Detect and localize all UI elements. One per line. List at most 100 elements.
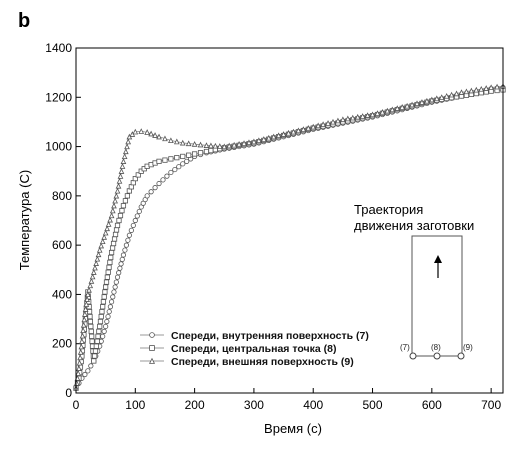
data-point	[95, 333, 101, 339]
data-point	[116, 270, 122, 276]
data-point	[100, 333, 106, 339]
data-point	[101, 234, 108, 240]
legend-label: Спереди, внешняя поверхность (9)	[171, 356, 354, 368]
data-point	[494, 83, 500, 90]
data-point	[77, 348, 84, 355]
tick-marks	[75, 47, 492, 394]
data-point	[369, 111, 376, 118]
data-point	[117, 212, 124, 219]
y-axis-label: Температура (С)	[17, 170, 32, 270]
data-point	[265, 134, 272, 141]
data-point	[89, 333, 95, 339]
data-point	[483, 85, 490, 91]
data-point	[104, 318, 110, 325]
x-axis-label: Время (с)	[264, 421, 322, 436]
data-point	[122, 198, 129, 204]
data-point	[354, 113, 361, 120]
data-point	[168, 156, 174, 162]
data-point	[77, 354, 83, 361]
data-point	[76, 359, 83, 366]
data-point	[173, 138, 180, 145]
data-point	[92, 353, 98, 359]
data-point	[116, 217, 122, 224]
data-point	[290, 128, 297, 135]
data-point	[99, 238, 106, 245]
data-point	[144, 129, 151, 135]
data-point	[100, 304, 106, 310]
series-layer	[73, 83, 506, 391]
data-point	[105, 221, 112, 227]
data-point	[113, 192, 120, 199]
data-point	[162, 157, 168, 163]
data-point	[488, 84, 494, 91]
data-point	[156, 180, 162, 187]
data-point	[256, 137, 262, 144]
data-point	[130, 222, 136, 229]
legend-item: Спереди, внутренняя поверхность (7)	[140, 330, 369, 342]
data-point	[192, 151, 198, 157]
inset-point-7	[409, 352, 417, 360]
data-point	[135, 172, 141, 178]
data-point	[128, 227, 134, 233]
data-point	[124, 143, 130, 150]
data-point	[300, 126, 307, 132]
data-point	[438, 94, 445, 100]
y-tick-labels: 0 200 400 600 800 1000 1200 1400	[45, 41, 72, 400]
x-tick-label: 100	[125, 398, 145, 412]
data-point	[374, 110, 381, 116]
data-point	[236, 141, 242, 147]
data-point	[241, 140, 247, 146]
data-point	[180, 161, 186, 167]
data-point	[359, 113, 366, 119]
data-point	[399, 104, 406, 110]
data-point	[226, 142, 233, 149]
data-point	[87, 318, 94, 325]
data-point	[88, 278, 95, 284]
data-point	[453, 90, 460, 97]
data-point	[107, 259, 113, 265]
data-point	[325, 120, 331, 126]
inset-point-9	[457, 352, 465, 360]
data-point	[120, 158, 127, 164]
data-point	[340, 116, 346, 123]
data-point	[82, 306, 89, 312]
inset-title-line2: движения заготовки	[354, 218, 474, 233]
data-point	[125, 237, 131, 243]
data-point	[101, 328, 107, 334]
data-point	[315, 122, 322, 129]
data-point	[93, 343, 99, 349]
data-point	[85, 368, 91, 374]
legend-label: Спереди, центральная точка (8)	[171, 343, 336, 355]
legend-item: Спереди, центральная точка (8)	[140, 343, 336, 355]
inset-label-7: (7)	[400, 343, 410, 352]
data-point	[111, 236, 118, 242]
data-point	[132, 217, 138, 224]
y-tick-label: 400	[52, 287, 72, 301]
data-point	[197, 150, 204, 156]
data-point	[78, 343, 85, 350]
x-tick-label: 500	[363, 398, 383, 412]
data-point	[120, 203, 127, 209]
data-point	[409, 101, 415, 108]
data-point	[208, 147, 214, 154]
data-point	[149, 345, 155, 351]
data-point	[156, 158, 162, 164]
x-tick-label: 300	[244, 398, 264, 412]
data-point	[85, 291, 91, 298]
data-point	[114, 222, 121, 229]
data-point	[231, 141, 237, 148]
data-point	[172, 166, 178, 173]
data-point	[117, 173, 124, 179]
y-tick-label: 1000	[45, 140, 72, 154]
data-point	[295, 127, 302, 134]
data-point	[179, 139, 186, 146]
data-point	[136, 208, 142, 215]
x-tick-label: 700	[481, 398, 501, 412]
data-point	[119, 208, 125, 214]
data-point	[275, 132, 282, 139]
data-point	[114, 187, 121, 194]
data-point	[117, 265, 123, 271]
data-point	[89, 273, 96, 280]
data-point	[88, 328, 94, 334]
legend-label: Спереди, внутренняя поверхность (7)	[171, 330, 369, 342]
